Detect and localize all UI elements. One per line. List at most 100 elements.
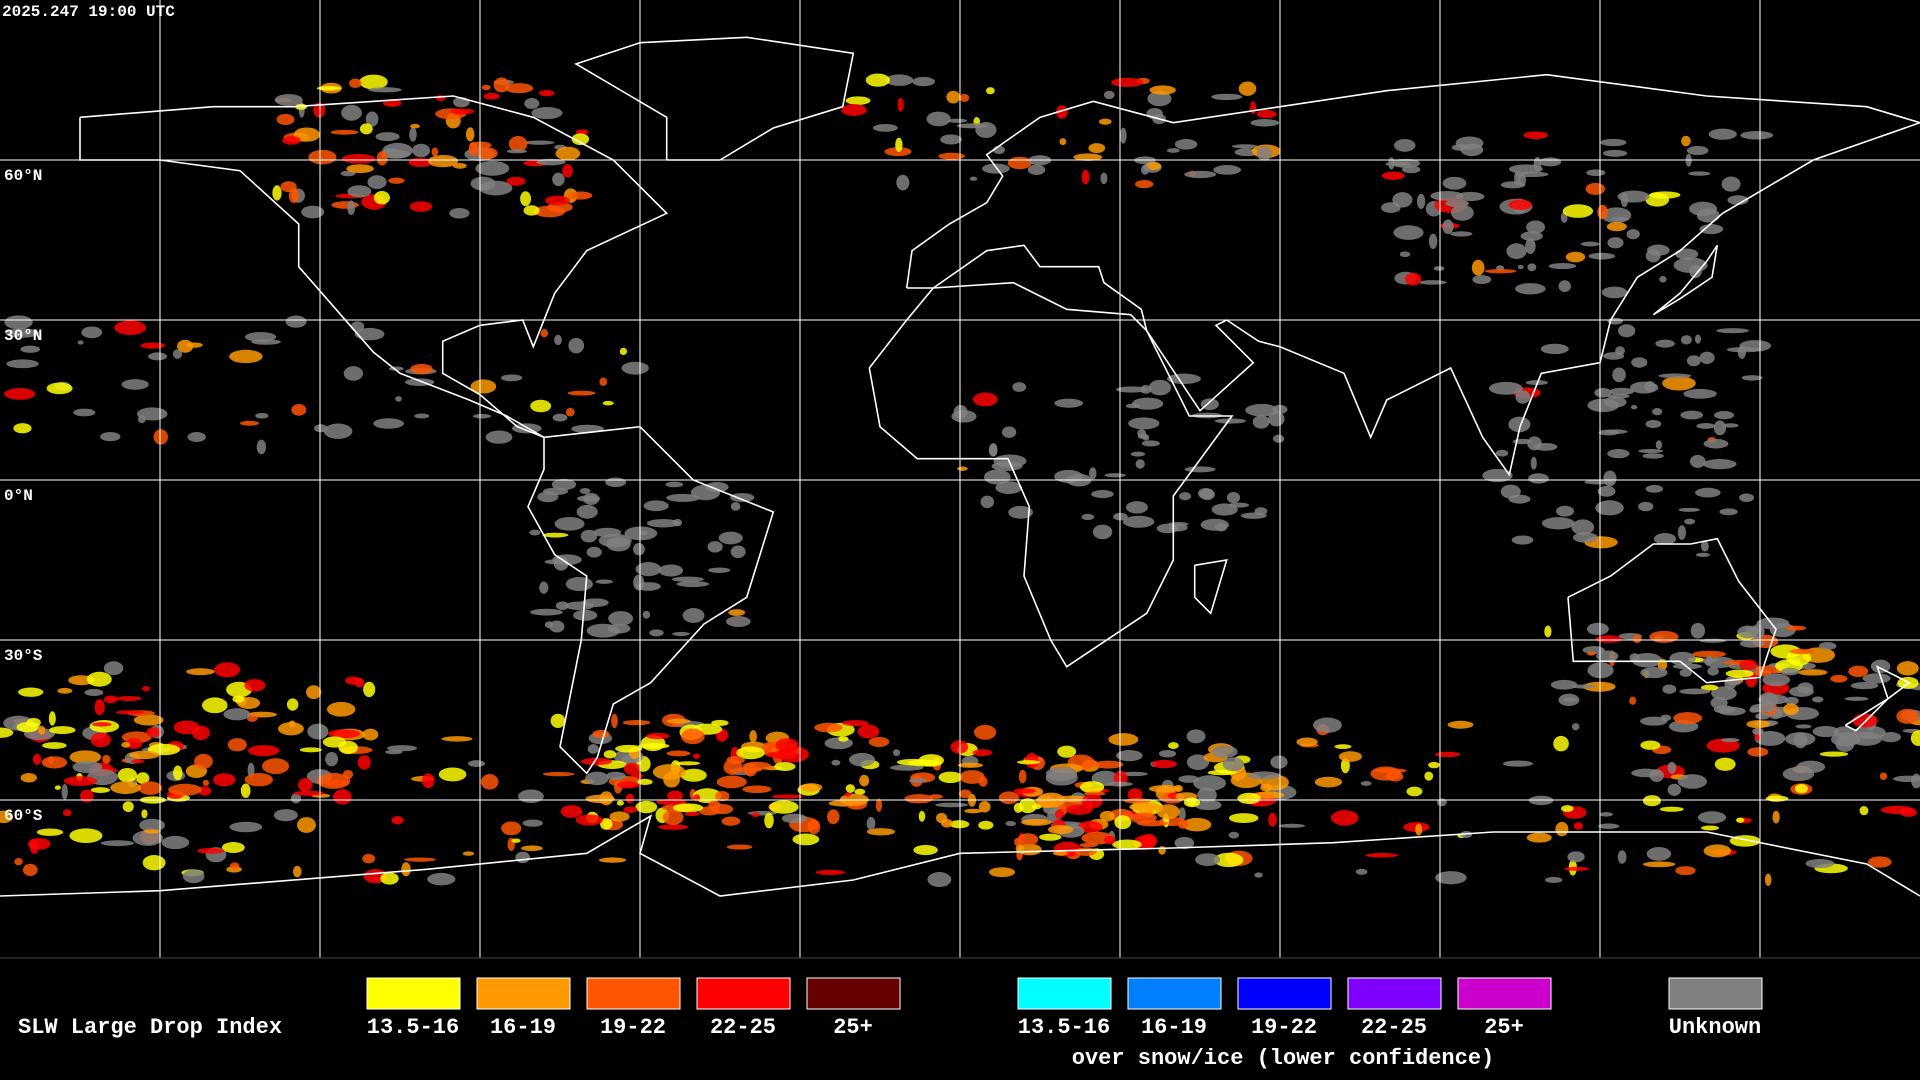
cloud-patch [1692,650,1727,658]
cloud-patch [1131,397,1164,410]
legend-swatch [586,977,681,1010]
cloud-patch [1399,251,1411,258]
cloud-patch [1017,843,1042,856]
cloud-patch [1127,788,1143,801]
cloud-patch [827,809,840,825]
cloud-patch [61,784,68,800]
cloud-patch [1649,191,1681,199]
cloud-patch [1031,804,1042,810]
cloud-patch [573,609,598,621]
cloud-patch [1018,798,1037,814]
cloud-patch [485,430,513,444]
cloud-patch [857,724,880,739]
cloud-patch [131,759,145,764]
cloud-patch [1314,776,1343,788]
cloud-patch [1073,153,1103,161]
cloud-patch [1690,622,1706,639]
cloud-patch [244,679,266,692]
cloud-patch [1228,813,1259,824]
cloud-patch [1679,668,1692,677]
cloud-patch [565,601,595,611]
cloud-patch [501,374,523,382]
cloud-patch [904,794,934,804]
cloud-patch [428,154,459,168]
cloud-patch [950,740,969,754]
cloud-patch [606,771,626,781]
cloud-patch [959,770,985,784]
cloud-patch [1193,775,1227,791]
cloud-patch [1254,872,1263,878]
cloud-patch [1508,199,1532,211]
cloud-patch [346,164,374,174]
cloud-patch [866,816,876,831]
cloud-patch [600,818,613,830]
cloud-patch [285,315,307,328]
cloud-patch [1746,720,1770,729]
cloud-patch [625,793,635,804]
cloud-patch [1862,673,1891,684]
cloud-patch [1177,819,1189,829]
cloud-patch [771,794,804,799]
cloud-patch [736,746,765,760]
cloud-patch [1114,815,1132,830]
cloud-patch [1571,723,1580,731]
cloud-patch [531,107,563,120]
cloud-patch [1699,224,1724,235]
cloud-patch [69,750,102,764]
cloud-patch [1186,754,1210,770]
cloud-patch [657,824,689,830]
cloud-patch [1699,638,1727,643]
cloud-patch [1711,686,1737,701]
cloud-patch [632,542,645,556]
cloud-patch [431,147,439,157]
cloud-patch [680,768,707,782]
cloud-patch [1688,171,1711,176]
cloud-patch [1088,143,1106,154]
latitude-label: 30°S [4,647,43,665]
cloud-patch [1135,459,1145,469]
cloud-patch [1054,398,1084,408]
cloud-patch [100,431,121,442]
cloud-patch [749,730,757,743]
cloud-patch [81,326,103,339]
cloud-patch [73,408,96,417]
cloud-patch [1599,812,1613,817]
cloud-patch [1879,772,1888,780]
cloud-patch [286,698,299,711]
cloud-patch [473,413,492,419]
cloud-patch [1587,662,1614,679]
cloud-patch [1365,852,1399,858]
coastline [1567,537,1777,684]
cloud-patch [1789,648,1814,655]
cloud-patch [708,800,721,810]
cloud-patch [511,838,521,843]
cloud-patch [538,90,555,97]
coastline [1652,244,1719,316]
cloud-patch [831,759,841,766]
cloud-patch [1739,659,1758,671]
cloud-patch [583,492,600,505]
cloud-patch [814,722,843,733]
cloud-patch [1603,352,1625,360]
cloud-patch [232,695,245,703]
legend: SLW Large Drop Index over snow/ice (lowe… [18,977,1763,1071]
cloud-patch [523,140,555,145]
cloud-patch [1695,487,1721,498]
cloud-patch [409,201,433,212]
cloud-patch [611,713,618,729]
cloud-patch [1795,724,1812,729]
cloud-patch [895,137,903,153]
cloud-patch [465,127,475,142]
cloud-patch [1016,760,1040,765]
cloud-patch [173,720,200,735]
cloud-patch [1597,485,1616,497]
cloud-patch [675,761,701,766]
cloud-patch [1182,817,1212,832]
cloud-patch [544,559,564,565]
cloud-patch [1081,513,1095,521]
cloud-patch [1795,783,1808,794]
cloud-patch [1231,144,1258,149]
cloud-patch [1600,138,1627,147]
cloud-patch [1393,225,1424,240]
cloud-patch [978,801,991,813]
